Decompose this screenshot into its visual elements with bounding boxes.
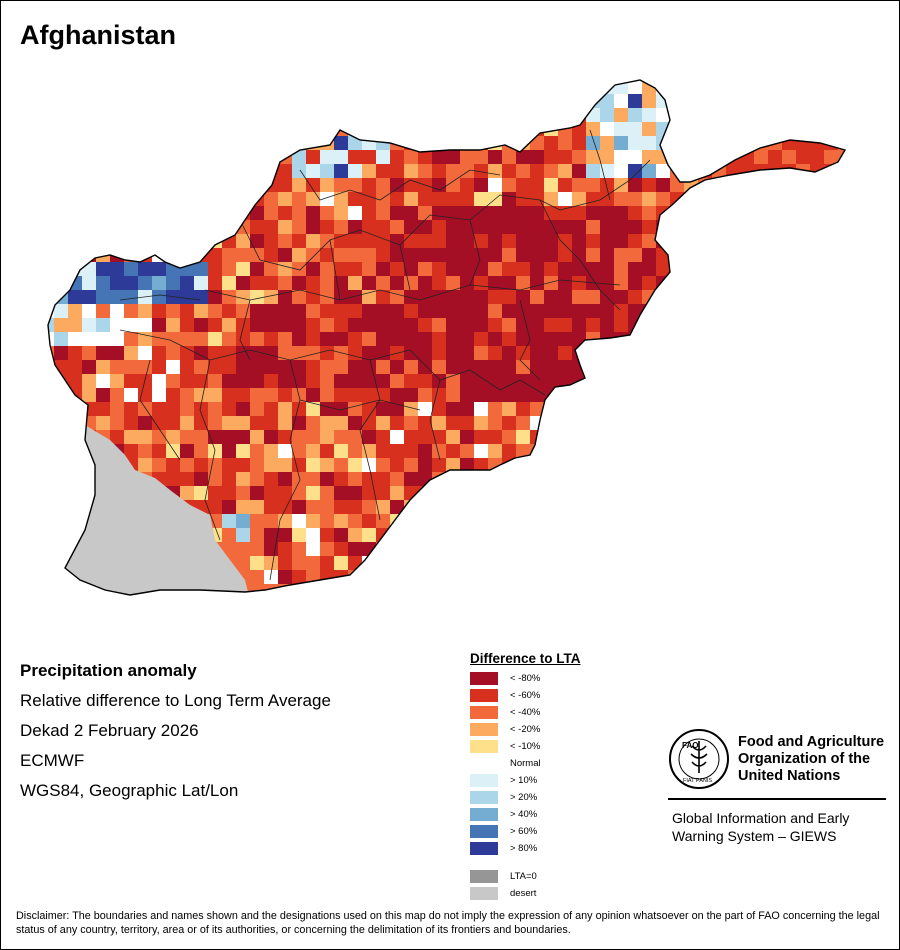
legend-swatch — [470, 689, 498, 702]
legend-swatch — [470, 842, 498, 855]
legend: Difference to LTA < -80% < -60% < -40% <… — [470, 651, 640, 902]
legend-item: < -10% — [470, 738, 640, 755]
legend-item: < -80% — [470, 670, 640, 687]
legend-label: < -10% — [510, 741, 541, 752]
legend-swatch — [470, 672, 498, 685]
info-line-description: Relative difference to Long Term Average — [20, 691, 331, 710]
legend-normal-label: Normal — [510, 758, 541, 769]
legend-item: desert — [470, 885, 640, 902]
legend-label: LTA=0 — [510, 871, 537, 882]
legend-label: > 20% — [510, 792, 538, 803]
legend-item: > 20% — [470, 789, 640, 806]
legend-swatch — [470, 887, 498, 900]
legend-swatch — [470, 791, 498, 804]
legend-item: > 60% — [470, 823, 640, 840]
legend-label: > 10% — [510, 775, 538, 786]
fao-branding: FAO FIAT PANIS Food and Agriculture Orga… — [668, 728, 890, 845]
fao-divider — [668, 798, 886, 800]
legend-swatch — [470, 870, 498, 883]
disclaimer: Disclaimer: The boundaries and names sho… — [16, 910, 880, 936]
fao-name: Food and Agriculture Organization of the… — [738, 733, 885, 784]
fao-logo-motto: FIAT PANIS — [683, 778, 712, 784]
legend-swatch — [470, 825, 498, 838]
legend-item: > 10% — [470, 772, 640, 789]
info-line-source: ECMWF — [20, 751, 85, 770]
legend-swatch — [470, 706, 498, 719]
province-boundaries — [119, 129, 651, 581]
legend-item: < -20% — [470, 721, 640, 738]
legend-label: > 40% — [510, 809, 538, 820]
legend-label: < -60% — [510, 690, 541, 701]
legend-label: > 80% — [510, 843, 538, 854]
fao-logo-letters: FAO — [682, 741, 698, 750]
legend-item: > 80% — [470, 840, 640, 857]
fao-logo-icon: FAO FIAT PANIS — [669, 729, 729, 789]
anomaly-map — [47, 79, 846, 596]
legend-label: < -80% — [510, 673, 541, 684]
legend-label: desert — [510, 888, 537, 899]
desert-area — [48, 425, 250, 595]
legend-label: > 60% — [510, 826, 538, 837]
legend-label: < -20% — [510, 724, 541, 735]
info-line-variable: Precipitation anomaly — [20, 661, 197, 680]
legend-item: LTA=0 — [470, 868, 640, 885]
info-line-projection: WGS84, Geographic Lat/Lon — [20, 781, 239, 800]
legend-item: > 40% — [470, 806, 640, 823]
info-line-period: Dekad 2 February 2026 — [20, 721, 199, 740]
map-title: Afghanistan — [20, 20, 177, 50]
legend-swatch — [470, 740, 498, 753]
legend-swatch — [470, 774, 498, 787]
legend-title: Difference to LTA — [470, 651, 581, 666]
legend-item: < -60% — [470, 687, 640, 704]
legend-label: < -40% — [510, 707, 541, 718]
legend-swatch — [470, 723, 498, 736]
map-info: Precipitation anomaly Relative differenc… — [20, 656, 331, 806]
legend-swatch — [470, 808, 498, 821]
giews-name: Global Information and Early Warning Sys… — [672, 810, 850, 844]
legend-item: < -40% — [470, 704, 640, 721]
